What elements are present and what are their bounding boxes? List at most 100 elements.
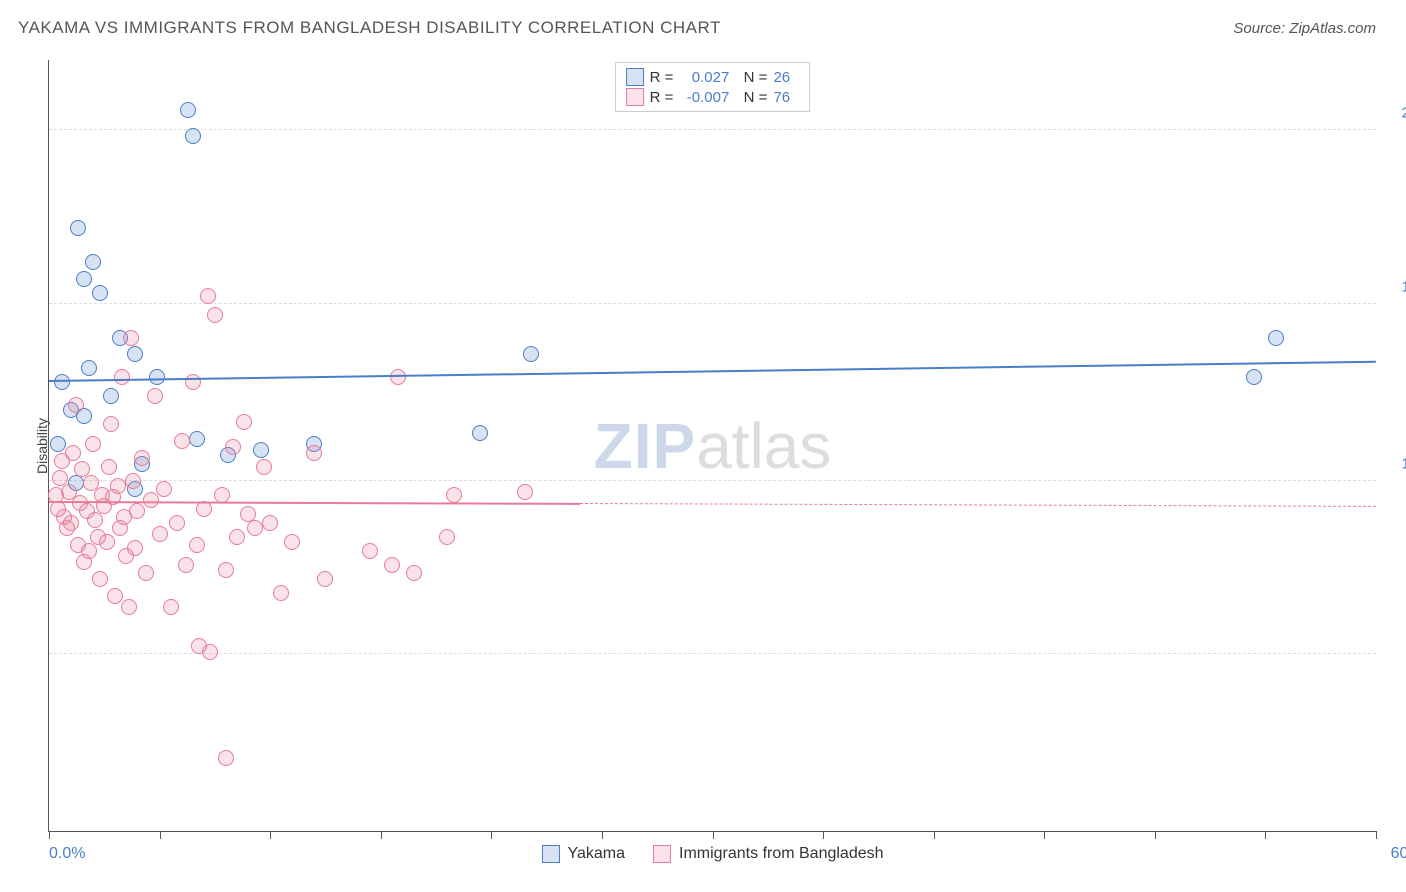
legend-row-0: R = 0.027 N = 26	[626, 67, 800, 87]
scatter-marker	[472, 425, 488, 441]
scatter-marker	[92, 571, 108, 587]
y-tick-label: 6.3%	[1384, 629, 1406, 646]
scatter-marker	[152, 526, 168, 542]
trend-line-dashed	[580, 503, 1376, 507]
scatter-marker	[125, 473, 141, 489]
scatter-marker	[253, 442, 269, 458]
scatter-marker	[306, 445, 322, 461]
series-swatch-0	[541, 845, 559, 863]
scatter-marker	[114, 369, 130, 385]
scatter-marker	[163, 599, 179, 615]
scatter-marker	[229, 529, 245, 545]
scatter-marker	[317, 571, 333, 587]
scatter-marker	[68, 397, 84, 413]
scatter-marker	[63, 515, 79, 531]
scatter-marker	[107, 588, 123, 604]
x-min-label: 0.0%	[49, 845, 85, 863]
scatter-marker	[256, 459, 272, 475]
chart-container: YAKAMA VS IMMIGRANTS FROM BANGLADESH DIS…	[0, 0, 1406, 892]
scatter-marker	[384, 557, 400, 573]
x-tick	[49, 831, 50, 839]
scatter-marker	[85, 254, 101, 270]
series-swatch-1	[653, 845, 671, 863]
scatter-marker	[262, 515, 278, 531]
plot-wrap: Disability ZIPatlas R = 0.027 N = 26 R =…	[48, 60, 1376, 832]
scatter-marker	[103, 388, 119, 404]
x-tick	[602, 831, 603, 839]
x-tick	[934, 831, 935, 839]
scatter-marker	[127, 540, 143, 556]
scatter-marker	[180, 102, 196, 118]
scatter-marker	[129, 503, 145, 519]
chart-title: YAKAMA VS IMMIGRANTS FROM BANGLADESH DIS…	[18, 18, 721, 38]
trend-line	[49, 501, 580, 505]
scatter-marker	[134, 450, 150, 466]
gridline-h	[49, 653, 1376, 654]
scatter-marker	[81, 543, 97, 559]
plot-area: ZIPatlas R = 0.027 N = 26 R = -0.007 N =…	[48, 60, 1376, 832]
scatter-marker	[218, 750, 234, 766]
gridline-h	[49, 480, 1376, 481]
y-tick-label: 25.0%	[1384, 105, 1406, 122]
scatter-marker	[54, 374, 70, 390]
series-legend-item-1: Immigrants from Bangladesh	[653, 845, 884, 863]
scatter-marker	[225, 439, 241, 455]
x-tick	[823, 831, 824, 839]
scatter-marker	[362, 543, 378, 559]
x-tick	[1376, 831, 1377, 839]
scatter-marker	[92, 285, 108, 301]
scatter-marker	[523, 346, 539, 362]
scatter-marker	[85, 436, 101, 452]
legend-swatch-1	[626, 88, 644, 106]
scatter-marker	[121, 599, 137, 615]
scatter-marker	[273, 585, 289, 601]
scatter-marker	[517, 484, 533, 500]
series-legend: Yakama Immigrants from Bangladesh	[541, 845, 883, 863]
scatter-marker	[236, 414, 252, 430]
scatter-marker	[110, 478, 126, 494]
chart-header: YAKAMA VS IMMIGRANTS FROM BANGLADESH DIS…	[0, 0, 1406, 46]
scatter-marker	[185, 374, 201, 390]
x-tick	[1155, 831, 1156, 839]
scatter-marker	[189, 431, 205, 447]
y-tick-label: 18.8%	[1384, 278, 1406, 295]
legend-row-1: R = -0.007 N = 76	[626, 87, 800, 107]
scatter-marker	[1268, 330, 1284, 346]
x-tick	[381, 831, 382, 839]
scatter-marker	[103, 416, 119, 432]
gridline-h	[49, 129, 1376, 130]
x-tick	[160, 831, 161, 839]
scatter-marker	[174, 433, 190, 449]
scatter-marker	[50, 436, 66, 452]
trend-line	[49, 361, 1376, 382]
scatter-marker	[81, 360, 97, 376]
scatter-marker	[207, 307, 223, 323]
scatter-marker	[202, 644, 218, 660]
x-tick	[491, 831, 492, 839]
scatter-marker	[189, 537, 205, 553]
scatter-marker	[439, 529, 455, 545]
legend-swatch-0	[626, 68, 644, 86]
x-tick	[270, 831, 271, 839]
y-tick-label: 12.5%	[1384, 455, 1406, 472]
gridline-h	[49, 303, 1376, 304]
scatter-marker	[70, 220, 86, 236]
scatter-marker	[143, 492, 159, 508]
scatter-marker	[127, 346, 143, 362]
scatter-marker	[156, 481, 172, 497]
scatter-marker	[76, 271, 92, 287]
scatter-marker	[101, 459, 117, 475]
scatter-marker	[123, 330, 139, 346]
x-tick	[1044, 831, 1045, 839]
series-legend-item-0: Yakama	[541, 845, 625, 863]
scatter-marker	[99, 534, 115, 550]
scatter-marker	[218, 562, 234, 578]
x-tick	[1265, 831, 1266, 839]
chart-source: Source: ZipAtlas.com	[1233, 20, 1376, 37]
scatter-marker	[178, 557, 194, 573]
scatter-marker	[1246, 369, 1262, 385]
x-max-label: 60.0%	[1376, 845, 1406, 863]
scatter-marker	[185, 128, 201, 144]
scatter-marker	[284, 534, 300, 550]
watermark: ZIPatlas	[594, 409, 832, 483]
